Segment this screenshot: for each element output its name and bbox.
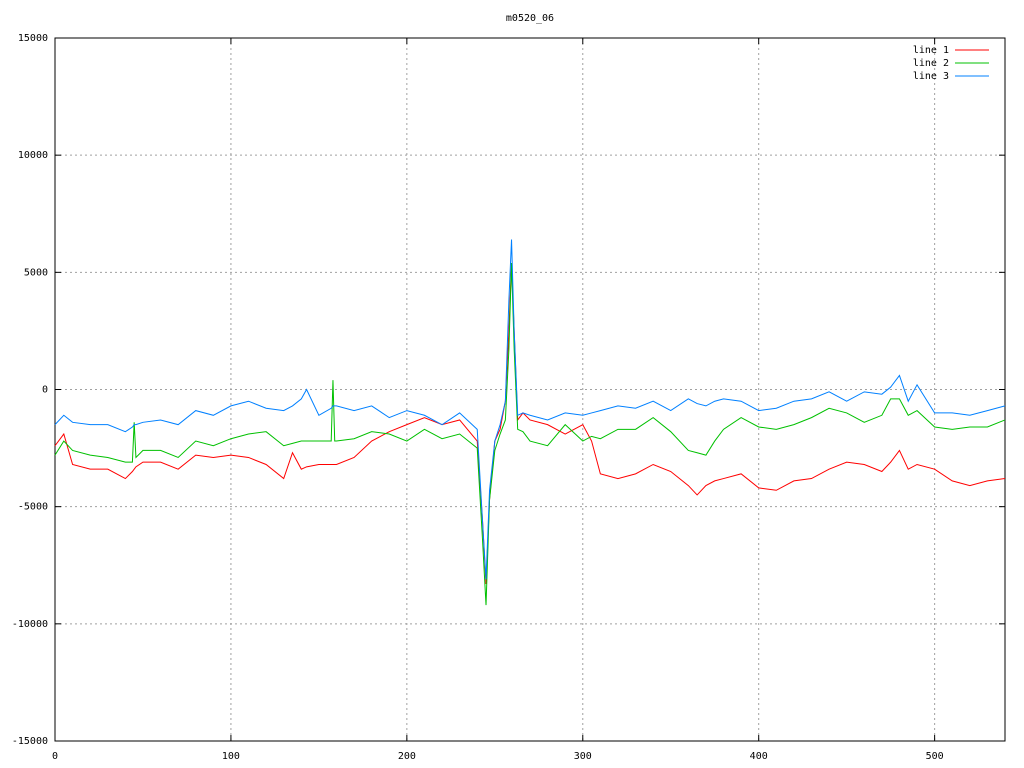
- x-tick-label: 400: [750, 751, 768, 762]
- x-tick-label: 300: [574, 751, 592, 762]
- chart-title: m0520_06: [506, 13, 554, 24]
- legend-label: line 3: [913, 71, 949, 82]
- y-tick-label: 10000: [18, 150, 48, 161]
- y-tick-label: -5000: [18, 502, 48, 513]
- data-line: [54, 262, 1006, 585]
- x-tick-label: 500: [926, 751, 944, 762]
- data-line: [54, 239, 1006, 580]
- legend-label: line 1: [913, 45, 949, 56]
- y-tick-label: -15000: [12, 736, 48, 747]
- legend-label: line 2: [913, 58, 949, 69]
- x-tick-label: 0: [52, 751, 58, 762]
- x-tick-label: 200: [398, 751, 416, 762]
- data-line: [54, 262, 1006, 606]
- x-tick-label: 100: [222, 751, 240, 762]
- y-tick-label: 0: [42, 385, 48, 396]
- plot-border: [54, 37, 1006, 742]
- y-tick-label: -10000: [12, 619, 48, 630]
- y-tick-label: 15000: [18, 33, 48, 44]
- y-tick-label: 5000: [24, 267, 48, 278]
